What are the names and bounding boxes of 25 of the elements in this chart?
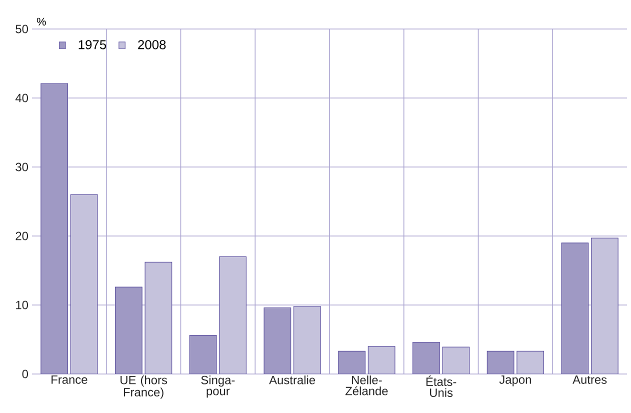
legend-label: 1975: [78, 40, 106, 50]
bar: [442, 347, 470, 374]
bar: [145, 262, 172, 374]
y-tick-label: 0: [22, 370, 28, 378]
bar: [591, 238, 618, 374]
x-tick-label: Autres: [572, 376, 607, 384]
y-tick-label: 20: [16, 232, 28, 240]
x-tick-label: France: [52, 376, 88, 384]
bar: [516, 351, 544, 374]
legend-label: 2008: [138, 40, 166, 50]
y-tick-label: 40: [15, 94, 28, 102]
y-tick-label: 50: [16, 24, 28, 34]
x-tick-label: États-Unis: [426, 376, 456, 397]
x-tick-label: Nelle-Zélande: [345, 376, 388, 396]
x-tick-label: Japon: [499, 376, 531, 386]
bar: [219, 256, 246, 374]
x-tick-label: Singa-pour: [201, 376, 235, 398]
bar: [70, 194, 98, 374]
bar: [368, 346, 395, 374]
x-tick-label: UE (hors France): [120, 376, 168, 399]
y-tick-label: 30: [16, 162, 28, 172]
x-tick-label: Australie: [269, 376, 316, 384]
y-tick-label: 10: [16, 300, 28, 310]
y-axis-title: %: [36, 18, 46, 26]
bar: [294, 306, 321, 374]
